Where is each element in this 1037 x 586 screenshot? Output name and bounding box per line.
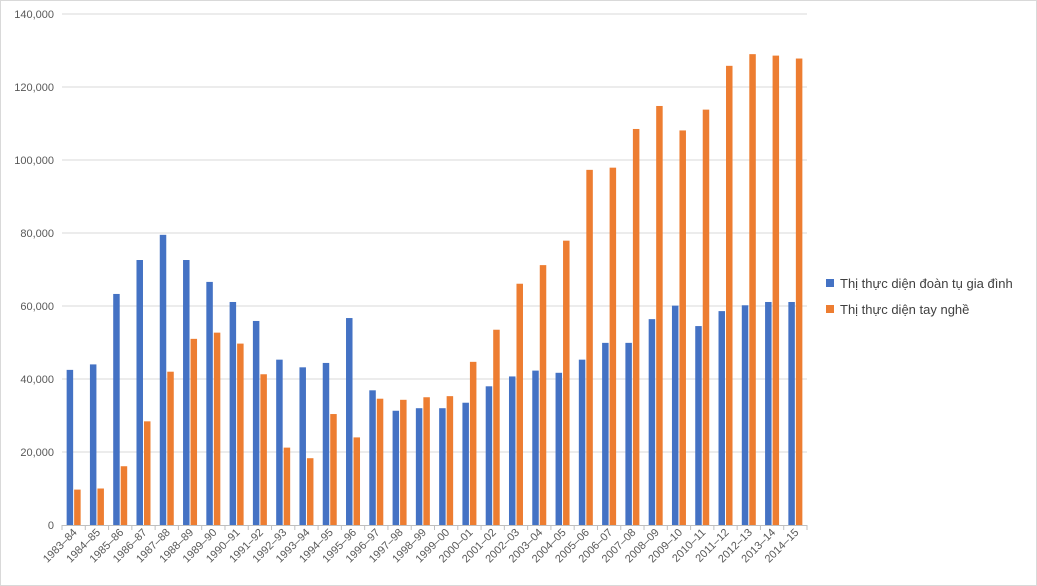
bar-family-31 <box>788 301 795 525</box>
bar-family-7 <box>229 301 237 525</box>
bar-skilled-24 <box>632 128 640 525</box>
bar-family-27 <box>695 326 702 525</box>
y-axis: 0 20,000 40,000 60,000 80,000 100,000 120,000 1… <box>14 9 54 532</box>
y-tick-label: 80,000 <box>20 228 54 240</box>
bar-family-1 <box>89 364 97 525</box>
legend-swatch-family <box>826 279 834 287</box>
bar-family-11 <box>322 362 330 525</box>
bar-skilled-31 <box>795 58 803 525</box>
bar-family-22 <box>578 359 586 525</box>
bar-family-13 <box>369 390 376 525</box>
bar-family-28 <box>718 311 726 525</box>
bar-skilled-20 <box>539 265 547 525</box>
bar-skilled-5 <box>190 338 198 525</box>
bar-family-14 <box>392 410 400 525</box>
bar-family-18 <box>485 386 493 525</box>
bar-family-12 <box>346 318 353 525</box>
bar-skilled-28 <box>726 65 733 525</box>
bar-family-10 <box>299 367 306 525</box>
legend-label-skilled: Thị thực diện tay nghề <box>840 301 970 317</box>
bar-skilled-7 <box>237 343 244 525</box>
bar-skilled-17 <box>469 361 477 525</box>
bar-family-24 <box>625 342 632 525</box>
y-tick-label: 120,000 <box>14 82 54 94</box>
bar-skilled-25 <box>656 105 663 525</box>
bar-family-20 <box>532 370 539 525</box>
legend-label-family: Thị thực diện đoàn tụ gia đình <box>840 275 1013 291</box>
bar-family-4 <box>159 234 167 525</box>
legend-item-skilled: Thị thực diện tay nghề <box>826 296 1031 322</box>
bar-skilled-22 <box>586 169 593 526</box>
bar-skilled-27 <box>702 109 710 525</box>
y-tick-label: 60,000 <box>20 301 54 313</box>
bar-skilled-2 <box>120 466 128 525</box>
bar-family-26 <box>671 305 679 525</box>
bar-family-29 <box>741 305 749 525</box>
bar-skilled-26 <box>679 130 686 525</box>
bar-family-17 <box>462 402 469 525</box>
y-tick-label: 140,000 <box>14 9 54 21</box>
legend: Thị thực diện đoàn tụ gia đình Thị thực … <box>826 270 1031 322</box>
bar-family-0 <box>66 369 74 525</box>
bar-skilled-18 <box>493 329 500 525</box>
bar-family-8 <box>252 320 260 525</box>
bar-skilled-21 <box>563 240 570 526</box>
bar-skilled-14 <box>400 399 407 525</box>
bar-family-16 <box>439 408 446 525</box>
bar-family-3 <box>136 260 143 525</box>
bar-skilled-0 <box>74 489 81 525</box>
bar-family-21 <box>555 372 563 525</box>
bar-family-23 <box>602 342 609 525</box>
bar-skilled-11 <box>330 414 337 525</box>
bar-skilled-3 <box>143 421 151 525</box>
bar-skilled-19 <box>516 283 523 525</box>
bar-skilled-30 <box>772 55 780 526</box>
bar-skilled-15 <box>423 397 430 525</box>
y-tick-label: 0 <box>48 520 54 532</box>
y-tick-label: 20,000 <box>20 447 54 459</box>
bar-family-15 <box>415 408 423 525</box>
bar-skilled-12 <box>353 437 361 525</box>
bar-skilled-13 <box>376 398 384 525</box>
bar-skilled-16 <box>446 396 454 525</box>
bar-skilled-10 <box>306 458 314 525</box>
bar-family-6 <box>206 281 213 525</box>
y-tick-label: 40,000 <box>20 374 54 386</box>
bar-family-9 <box>276 359 283 525</box>
bar-skilled-29 <box>749 54 756 526</box>
bars <box>66 54 803 526</box>
bar-skilled-23 <box>609 167 617 526</box>
legend-swatch-skilled <box>826 305 834 313</box>
bar-skilled-8 <box>260 374 267 525</box>
y-tick-label: 100,000 <box>14 155 54 167</box>
bar-skilled-9 <box>283 447 291 525</box>
bar-family-5 <box>183 260 190 525</box>
legend-item-family: Thị thực diện đoàn tụ gia đình <box>826 270 1031 296</box>
bar-family-19 <box>508 376 516 525</box>
bar-skilled-1 <box>97 488 104 525</box>
bar-skilled-4 <box>167 371 174 525</box>
bar-skilled-6 <box>213 332 221 525</box>
bar-family-30 <box>765 301 772 525</box>
bar-family-2 <box>113 293 120 525</box>
x-axis: 1983–841984–851985–861986–871987–881988–… <box>41 525 808 565</box>
bar-family-25 <box>648 319 656 525</box>
